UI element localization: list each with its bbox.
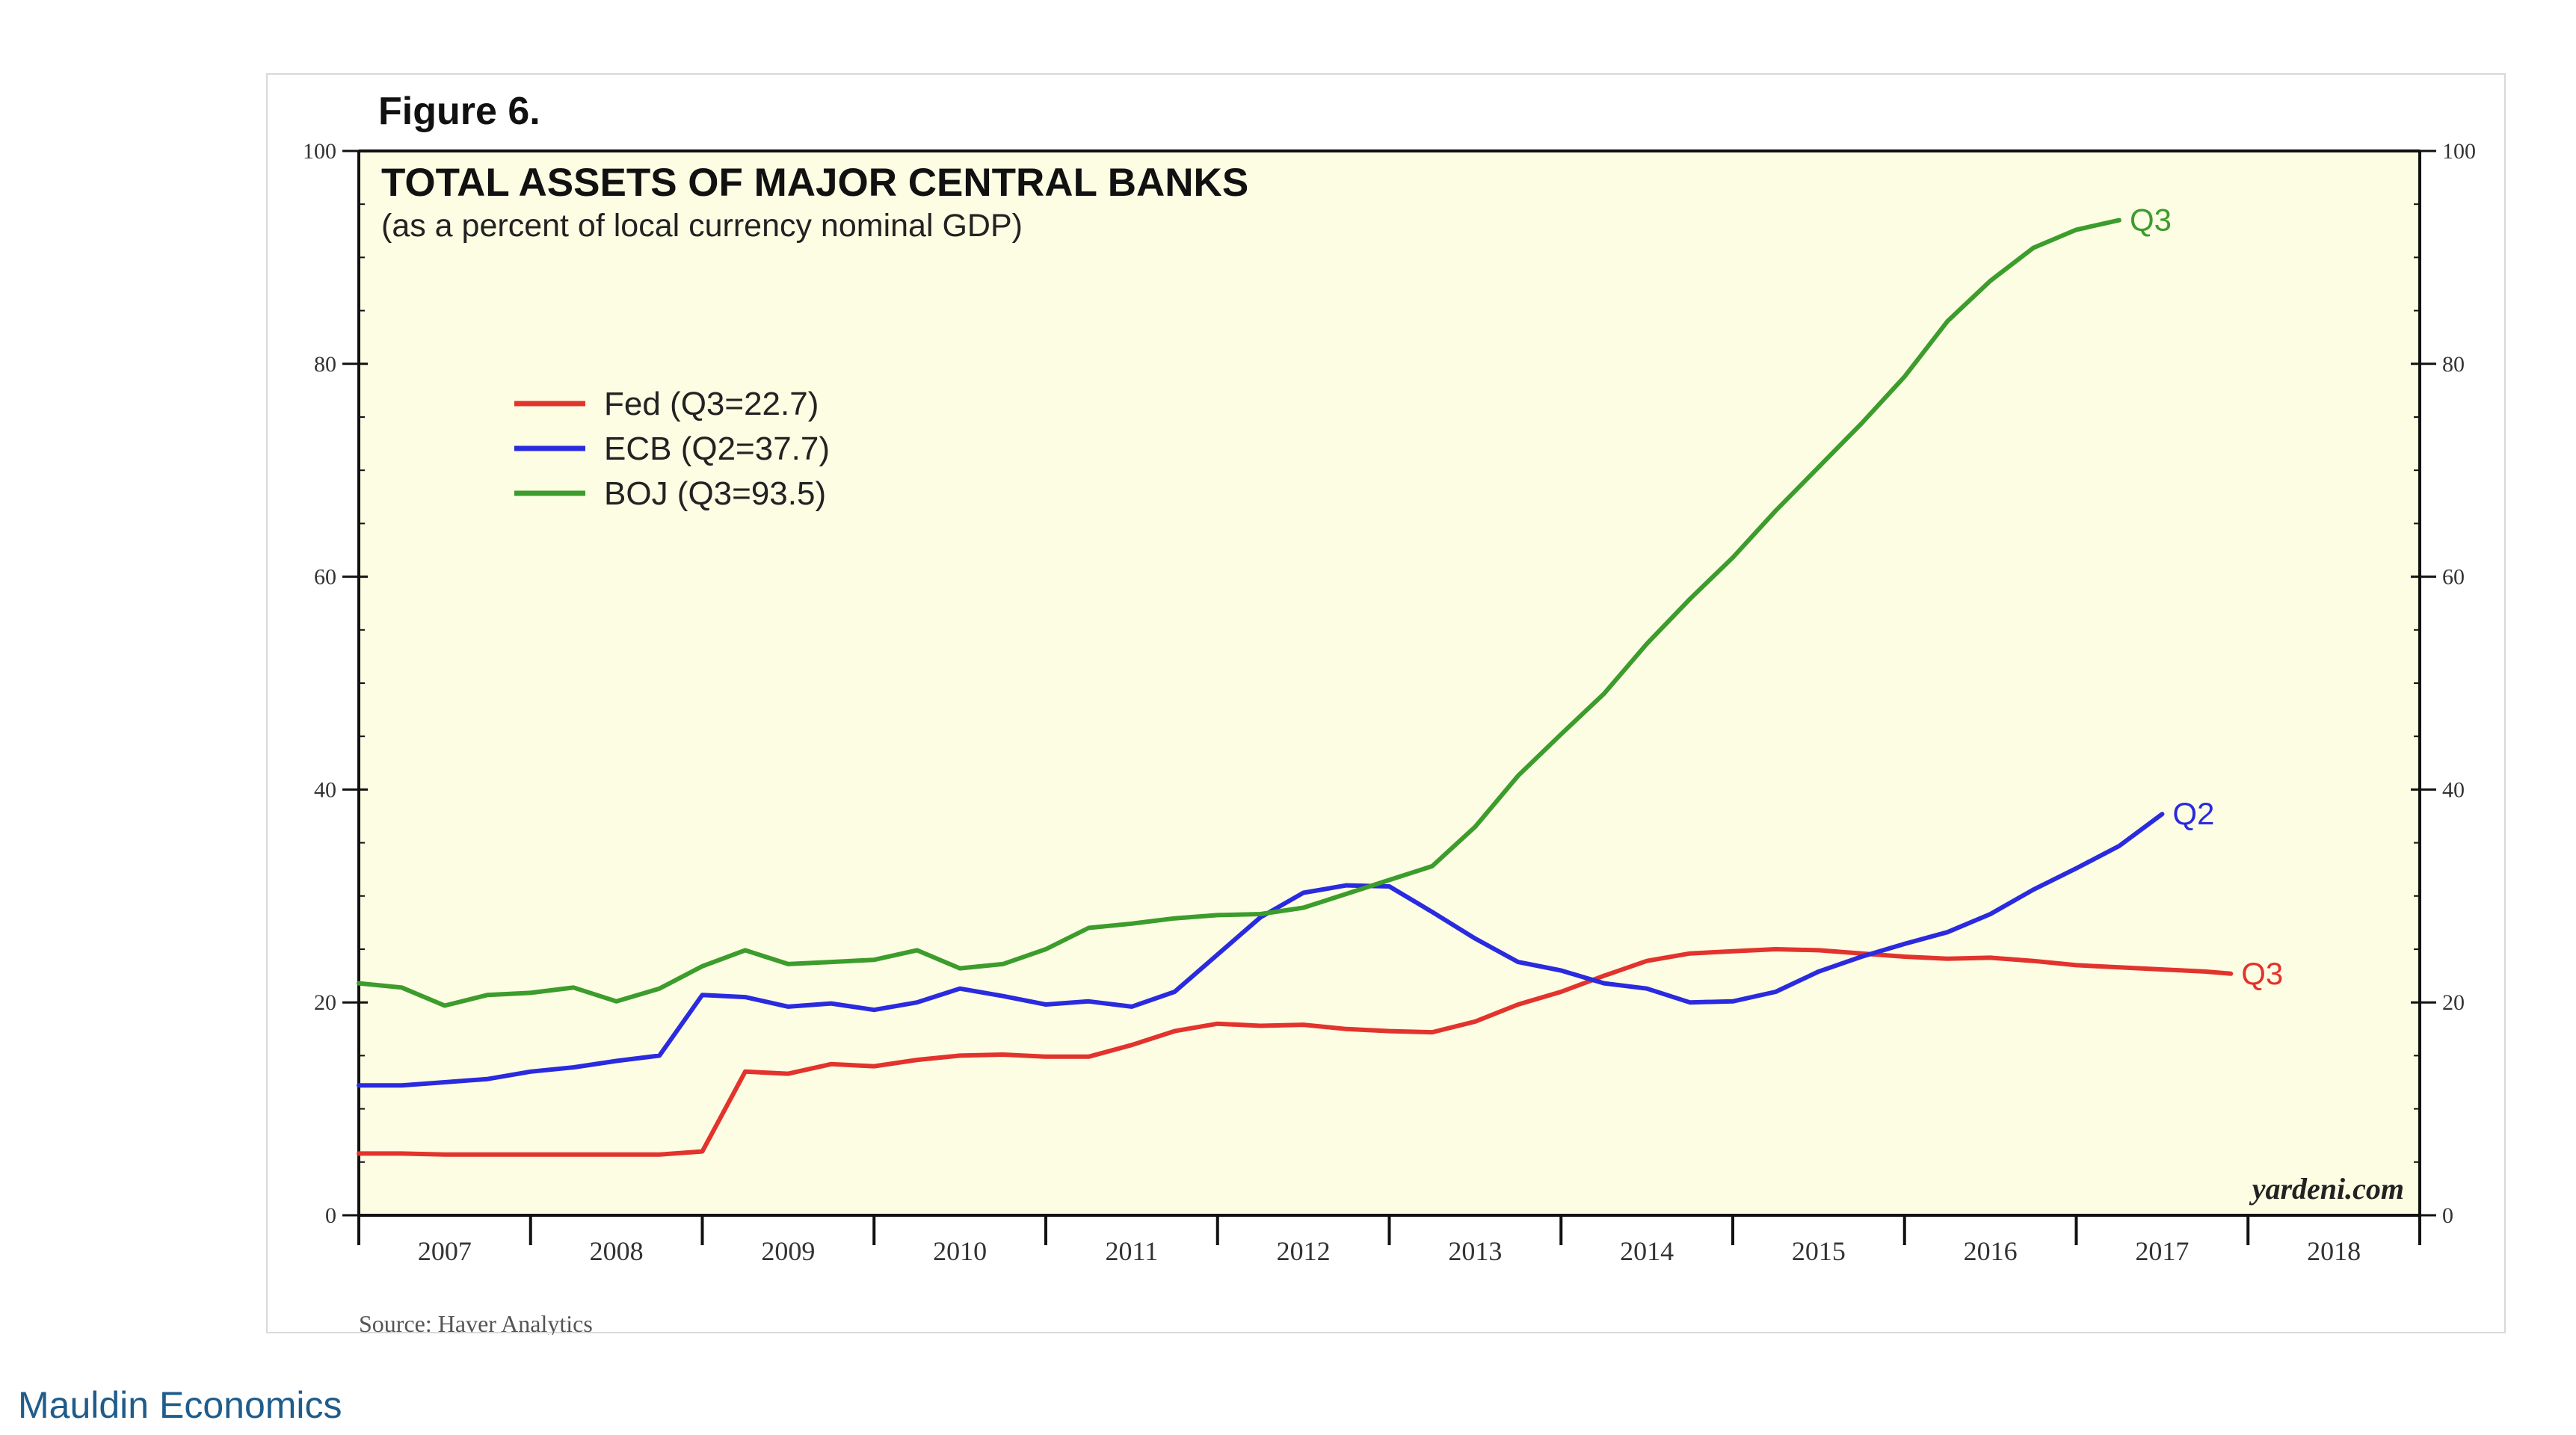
- y-tick-label-left: 20: [314, 990, 336, 1015]
- y-tick-label-right: 20: [2442, 990, 2465, 1015]
- x-tick-label: 2015: [1792, 1236, 1846, 1266]
- x-axis: 2007 2008 2009 2010 2011 2012 2013 2014 2015 2016…: [357, 149, 2421, 1266]
- chart-svg: Figure 6. 0 20 40 60 80 100 0 20 40 60 80 100 2007…: [303, 90, 2476, 1335]
- x-tick-label: 2007: [418, 1236, 472, 1266]
- x-tick-label: 2009: [761, 1236, 815, 1266]
- mauldin-economics-link[interactable]: Mauldin Economics: [18, 1384, 342, 1426]
- legend-label-2: BOJ (Q3=93.5): [604, 475, 826, 512]
- x-tick-label: 2010: [933, 1236, 987, 1266]
- x-tick-label: 2008: [590, 1236, 644, 1266]
- legend-label-1: ECB (Q2=37.7): [604, 430, 830, 467]
- series-end-label-0: Q3: [2241, 956, 2283, 991]
- y-tick-label-right: 0: [2442, 1203, 2453, 1228]
- series-layer: Q3 Q2 Q3: [357, 203, 2283, 1157]
- y-tick-label-right: 80: [2442, 352, 2465, 377]
- legend: Fed (Q3=22.7) ECB (Q2=37.7) BOJ (Q3=93.5): [514, 386, 830, 512]
- y-tick-label-right: 40: [2442, 777, 2465, 802]
- watermark: yardeni.com: [2249, 1172, 2404, 1206]
- series-line-0: [357, 947, 2234, 1157]
- figure-frame: Figure 6. 0 20 40 60 80 100 0 20 40 60 80 100 2007…: [266, 73, 2506, 1335]
- figure-label: Figure 6.: [378, 90, 540, 133]
- left-y-axis: 0 20 40 60 80 100: [303, 139, 368, 1228]
- x-tick-label: 2011: [1106, 1236, 1159, 1266]
- y-tick-label-left: 80: [314, 352, 336, 377]
- y-tick-label-left: 40: [314, 777, 336, 802]
- x-tick-label: 2016: [1964, 1236, 2018, 1266]
- x-tick-label: 2012: [1277, 1236, 1331, 1266]
- x-tick-label: 2017: [2135, 1236, 2189, 1266]
- series-end-label-2: Q3: [2130, 203, 2172, 238]
- x-tick-label: 2018: [2307, 1236, 2361, 1266]
- y-tick-label-left: 100: [303, 139, 336, 164]
- y-tick-label-right: 100: [2442, 139, 2476, 164]
- chart-subtitle: (as a percent of local currency nominal …: [381, 208, 1023, 244]
- y-tick-label-left: 60: [314, 565, 336, 590]
- x-tick-label: 2013: [1448, 1236, 1502, 1266]
- series-end-label-1: Q2: [2172, 796, 2214, 831]
- legend-label-0: Fed (Q3=22.7): [604, 386, 819, 422]
- x-tick-label: 2014: [1620, 1236, 1674, 1266]
- source-note: Source: Haver Analytics: [359, 1310, 593, 1335]
- right-y-axis: 0 20 40 60 80 100: [2411, 139, 2476, 1228]
- series-line-1: [357, 812, 2165, 1088]
- y-tick-label-left: 0: [325, 1203, 336, 1228]
- series-line-2: [357, 217, 2121, 1008]
- plot-area: [359, 151, 2420, 1215]
- chart-title: TOTAL ASSETS OF MAJOR CENTRAL BANKS: [381, 161, 1248, 205]
- y-tick-label-right: 60: [2442, 565, 2465, 590]
